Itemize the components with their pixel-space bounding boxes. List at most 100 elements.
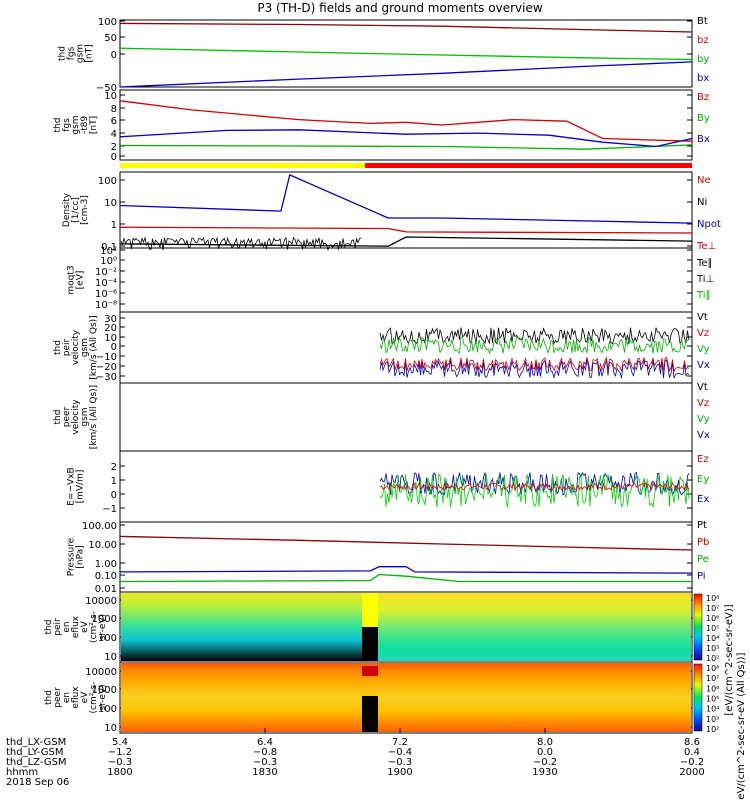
legend-entry: Vy <box>697 414 710 425</box>
legend-entry: Ex <box>697 494 709 505</box>
y-tick-label: 10⁻⁴ <box>95 278 117 289</box>
x-tick-label: 2000 <box>679 767 704 778</box>
x-tick-label: 1830 <box>252 767 277 778</box>
y-tick-label: 10 <box>104 333 117 344</box>
electron-spectrogram <box>121 663 691 732</box>
y-tick-label: 10 <box>104 723 117 734</box>
x-tick-label: 5.4 <box>112 737 128 748</box>
y-axis-label-line: en <box>62 621 72 632</box>
x-tick-label: 7.2 <box>392 737 408 748</box>
y-tick-label: −30 <box>96 372 117 383</box>
x-tick-label: −0.3 <box>253 757 277 768</box>
legend-entry: Ti⊥ <box>696 274 714 285</box>
y-axis-label-line: fgs <box>62 118 72 132</box>
legend-entry: Vt <box>697 312 708 323</box>
y-tick-label: 8 <box>111 104 117 115</box>
y-tick-label: 1000 <box>92 614 117 625</box>
y-axis-label-line: fgs <box>67 46 77 60</box>
series-line-Ni <box>119 236 693 247</box>
x-tick-label: 0.0 <box>537 747 553 758</box>
x-tick-label: 1900 <box>387 767 412 778</box>
legend-entry: Vy <box>697 344 710 355</box>
y-axis-label-line: eflux <box>71 615 81 638</box>
series-line-Npot <box>119 173 693 224</box>
ion-spectrogram-gap-high <box>362 593 378 627</box>
series-line-Bt <box>119 22 693 33</box>
legend-entry: Pb <box>697 537 709 548</box>
colorbar-tick-label: 10⁶ <box>706 684 719 693</box>
y-axis-label-line: Pressure <box>67 537 77 576</box>
y-axis-label-line: peir <box>53 618 63 636</box>
x-axis-row-label: 2018 Sep 06 <box>6 777 69 788</box>
panel-peir_velocity: thd peir velocity gsm [km/s (All Qs)] 3020100… <box>53 311 710 384</box>
y-tick-label: 100 <box>98 633 117 644</box>
y-tick-label: −10 <box>96 352 117 363</box>
y-tick-label: 100 <box>98 704 117 715</box>
ni-trace <box>120 236 362 252</box>
y-axis-label-line: (cm²-s- <box>89 681 99 713</box>
legend-entry: Vz <box>697 398 709 409</box>
vx-trace <box>379 359 690 380</box>
x-tick-label: 0.4 <box>684 747 700 758</box>
y-axis-label-line: gsm <box>71 115 81 134</box>
x-tick-label: 1930 <box>532 767 557 778</box>
y-axis-label-line: [nT] <box>89 116 99 134</box>
series-line-By <box>119 144 693 150</box>
y-axis-label: thd peer velocity gsm [km/s (All Qs)] <box>53 385 99 449</box>
legend-entry: Ey <box>697 474 709 485</box>
y-axis-label: thd fgs gsm [nT] <box>58 44 95 63</box>
y-tick-label: 0.1 <box>101 242 117 253</box>
x-tick-label: −0.4 <box>388 747 412 758</box>
y-axis-label-line: [km/s (All Qs)] <box>89 385 99 449</box>
y-axis-label-line: [1/cc] <box>71 197 81 223</box>
y-tick-label: 1.00 <box>95 559 117 570</box>
legend-entry: bz <box>697 35 709 46</box>
panel-frame <box>119 382 693 452</box>
y-axis-label-line: [eV] <box>76 271 86 290</box>
ey-trace <box>379 473 690 509</box>
y-axis-label-line: E=−VxB <box>67 467 77 505</box>
series-line-Pb <box>119 535 693 551</box>
y-tick-label: 10.00 <box>88 540 117 551</box>
colorbar-tick-label: 10⁷ <box>706 674 719 683</box>
panel-peer_velocity: thd peer velocity gsm [km/s (All Qs)] Vt Vz Vy V… <box>53 382 710 452</box>
y-tick-label: 100 <box>98 176 117 187</box>
y-axis-label-line: Density <box>62 192 72 227</box>
x-axis-row-label: thd_LX-GSM <box>6 737 66 748</box>
vy-trace <box>379 336 690 355</box>
colorbar-tick-label: 10³ <box>706 715 719 724</box>
y-tick-label: −1 <box>102 504 117 515</box>
legend-entry: Bt <box>697 16 708 27</box>
y-axis-label: Density [1/cc] [cm-3] <box>62 192 90 227</box>
panel-density: Density [1/cc] [cm-3] 100 10 1 0.1 Ne Ni Npot Te⊥ <box>62 171 721 253</box>
y-tick-label: 100.00 <box>82 521 117 532</box>
electron-spectrogram-gap-high <box>362 666 378 676</box>
y-tick-label: 10⁰ <box>100 256 117 267</box>
panel-fgs_dsl: thd fgs gsm -t89 [nT] 10 86 4 20 Bz By Bx <box>53 89 710 163</box>
y-tick-label: 10² <box>100 246 117 257</box>
y-axis-label: thd peir velocity gsm [km/s (All Qs)] <box>53 315 99 379</box>
x-tick-label: −0.3 <box>388 757 412 768</box>
chart-title: P3 (TH-D) fields and ground moments over… <box>257 1 542 15</box>
y-axis-label-line: (cm²-s- <box>89 611 99 643</box>
y-axis-label-line: peer <box>53 687 63 708</box>
y-tick-label: 30 <box>104 314 117 325</box>
colorbar-tick-label: 10⁵ <box>706 624 719 633</box>
series-line-Bz <box>119 100 693 142</box>
y-axis-label: thd fgs gsm -t89 [nT] <box>53 115 99 134</box>
colorbar-tick-label: 10⁴ <box>706 705 719 714</box>
y-tick-label: 10⁻² <box>95 267 117 278</box>
legend-entry: Bx <box>697 134 710 145</box>
series-line-Pe <box>119 573 692 583</box>
y-tick-label: 1 <box>111 476 117 487</box>
legend-entry: bx <box>697 73 709 84</box>
series-line-Pi <box>119 566 693 574</box>
y-tick-label: 10 <box>104 652 117 663</box>
panel-frame <box>119 661 693 734</box>
y-axis-label-line: gsm <box>80 338 90 357</box>
y-axis-label: moqt3 [eV] <box>67 265 86 294</box>
y-axis-label-line: [nPa] <box>76 545 86 568</box>
